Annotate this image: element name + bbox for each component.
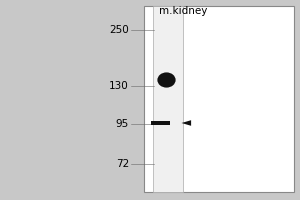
Text: 72: 72 <box>116 159 129 169</box>
Text: 250: 250 <box>109 25 129 35</box>
Text: 95: 95 <box>116 119 129 129</box>
Text: 130: 130 <box>109 81 129 91</box>
Ellipse shape <box>158 72 175 88</box>
Text: m.kidney: m.kidney <box>159 6 207 16</box>
Bar <box>151 121 170 125</box>
Bar <box>144 6 294 192</box>
Polygon shape <box>182 120 191 126</box>
Bar <box>153 6 183 192</box>
